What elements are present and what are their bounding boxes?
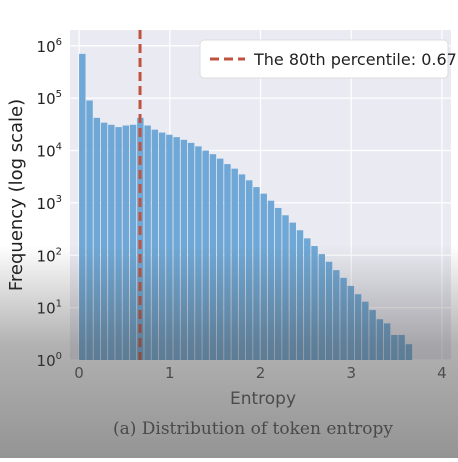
histogram-bar (398, 335, 405, 360)
histogram-bar (253, 187, 260, 360)
histogram-bar (209, 154, 217, 360)
legend: The 80th percentile: 0.672 (199, 39, 458, 79)
x-axis-label: Entropy (230, 389, 296, 409)
y-tick-label: 101 (37, 299, 62, 318)
x-tick-label: 0 (74, 364, 84, 382)
histogram-bar (173, 137, 180, 360)
y-tick-label: 103 (37, 194, 62, 213)
histogram-bar (405, 344, 413, 360)
histogram-bar (282, 215, 289, 360)
histogram-bar (166, 134, 173, 360)
histogram-bar (151, 129, 159, 360)
histogram-bar (137, 117, 144, 360)
histogram-bar (318, 254, 326, 360)
y-tick-labels: 100 101 102 103 104 105 106 (37, 37, 62, 370)
histogram-bar (347, 285, 355, 360)
histogram-bar (296, 230, 304, 360)
y-tick-label: 102 (37, 246, 62, 265)
histogram-bar (267, 200, 275, 360)
histogram-bar (108, 124, 115, 360)
histogram-bar (238, 174, 246, 360)
legend-label: The 80th percentile: 0.672 (253, 50, 458, 69)
figure-caption: (a) Distribution of token entropy (113, 419, 393, 439)
histogram-bar (362, 301, 369, 360)
histogram-bar (245, 180, 253, 360)
histogram-bar (340, 277, 347, 360)
histogram-bar (122, 125, 130, 360)
histogram-bar (158, 132, 166, 360)
histogram-bar (100, 122, 108, 360)
histogram-bar (333, 270, 340, 360)
y-tick-label: 105 (37, 89, 62, 108)
histogram-bar (304, 238, 311, 360)
histogram-bar (260, 193, 267, 360)
histogram-bar (275, 207, 282, 360)
x-tick-label: 1 (165, 364, 175, 382)
histogram-bar (369, 310, 376, 360)
x-tick-label: 2 (256, 364, 266, 382)
x-tick-labels: 0 1 2 3 4 (74, 364, 446, 382)
histogram-bar (86, 100, 93, 360)
y-tick-label: 104 (37, 142, 62, 161)
histogram-bar (144, 125, 151, 360)
histogram-bar (79, 53, 86, 361)
histogram-bar (289, 222, 296, 360)
histogram-bar (224, 164, 231, 360)
histogram-bar (311, 246, 318, 360)
histogram-bar (376, 319, 384, 360)
histogram-bar (354, 294, 362, 360)
histogram-bar (216, 158, 224, 360)
y-tick-label: 100 (37, 351, 62, 370)
histogram-bar (195, 146, 202, 360)
histogram-bar (391, 335, 398, 360)
y-tick-label: 106 (37, 37, 62, 56)
histogram-bar (202, 150, 209, 360)
x-tick-label: 3 (346, 364, 356, 382)
x-tick-label: 4 (437, 364, 447, 382)
histogram-bar (93, 117, 101, 360)
histogram-bar (115, 127, 122, 360)
y-axis-label: Frequency (log scale) (6, 99, 27, 291)
histogram-bar (231, 168, 238, 360)
histogram-bar (383, 323, 391, 360)
histogram-bar (129, 124, 137, 360)
histogram-bar (325, 261, 333, 360)
histogram-bar (180, 139, 188, 360)
histogram-bar (187, 142, 195, 360)
